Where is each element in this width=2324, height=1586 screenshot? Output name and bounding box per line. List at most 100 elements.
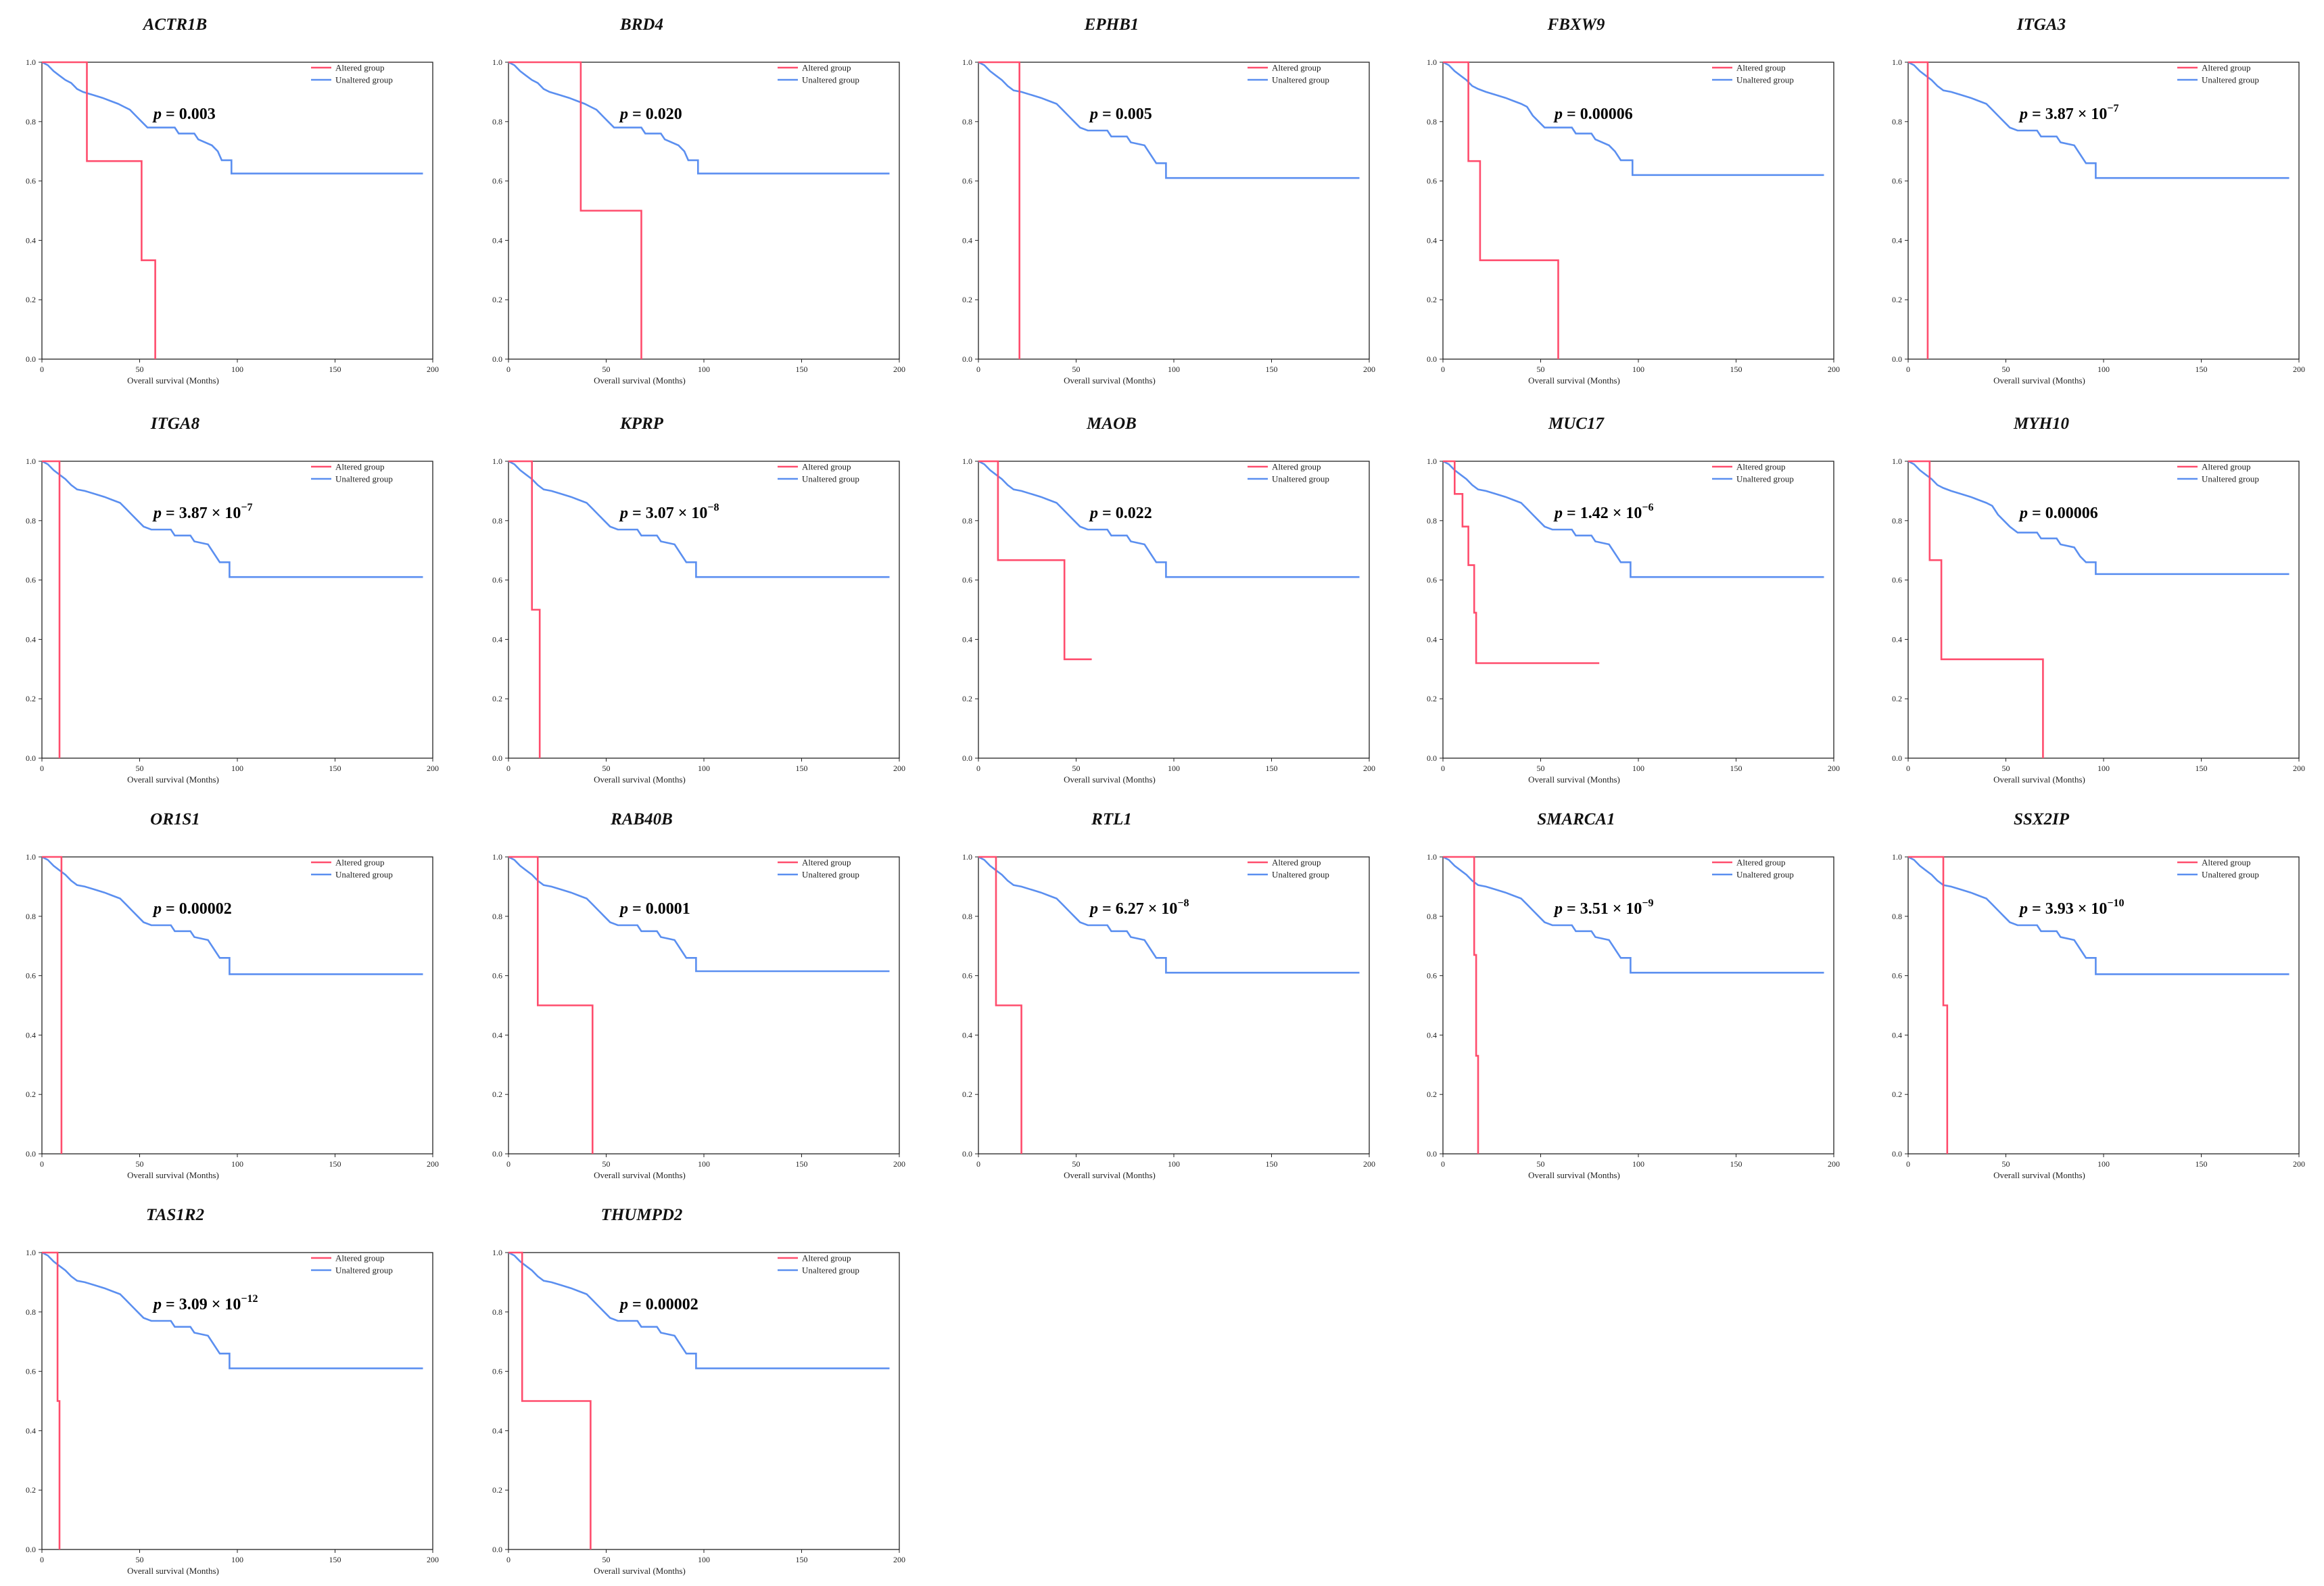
y-tick-label: 0.8 [1427,912,1437,921]
x-tick-label: 0 [1906,764,1910,773]
legend-unaltered-label: Unaltered group [802,75,859,85]
chart-title: OR1S1 [150,810,200,829]
p-value-annotation: p = 0.003 [152,106,216,123]
unaltered-group-curve [1907,460,2290,576]
x-tick-label: 50 [136,1159,144,1169]
altered-group-curve [1908,460,2044,758]
y-tick-label: 1.0 [962,457,972,466]
x-tick-label: 200 [427,365,439,374]
x-tick-label: 100 [1168,365,1180,374]
y-tick-label: 0.6 [26,177,36,186]
y-tick-label: 0.8 [26,1307,36,1317]
p-value: 3.09 × 10 [179,1296,241,1313]
p-value: 3.87 × 10 [179,505,241,522]
x-tick-label: 0 [506,1159,511,1169]
p-symbol: p [1089,900,1098,918]
x-tick-label: 150 [1730,365,1742,374]
p-value: 0.020 [646,106,682,123]
x-tick-label: 150 [329,1159,341,1169]
x-tick-label: 100 [231,1159,243,1169]
km-panel-itga8: ITGA8 0.0 0.2 0.4 0.6 0.8 1.0 0 50 100 150 200 Overa… [0,399,460,791]
unaltered-group-curve [508,460,890,578]
x-tick-label: 200 [2293,365,2305,374]
x-tick-label: 100 [1632,764,1644,773]
legend-altered-label: Altered group [335,858,385,868]
p-symbol: p [2018,505,2028,522]
p-symbol: p [152,1296,162,1313]
unaltered-group-curve [1442,61,1824,177]
y-tick-label: 0.2 [26,1090,36,1099]
p-value-annotation: p = 0.005 [1089,106,1152,123]
y-tick-label: 0.0 [1892,753,1902,763]
y-tick-label: 0.4 [962,235,972,245]
altered-group-curve [1443,61,1559,359]
km-panel-ssx2ip: SSX2IP 0.0 0.2 0.4 0.6 0.8 1.0 0 50 100 150 200 Over… [1866,795,2324,1187]
altered-group-curve [978,61,1020,359]
x-tick-label: 200 [427,1159,439,1169]
x-tick-label: 200 [2293,764,2305,773]
p-value-annotation: p = 6.27 × 10−8 [1089,897,1189,918]
p-symbol: p [1089,505,1098,522]
x-tick-label: 150 [1266,1159,1278,1169]
y-tick-label: 0.4 [26,1426,36,1435]
x-tick-label: 100 [231,764,243,773]
p-value-annotation: p = 1.42 × 10−6 [1553,502,1654,522]
chart-title: SMARCA1 [1537,810,1615,829]
km-chart-svg: MUC17 0.0 0.2 0.4 0.6 0.8 1.0 0 50 100 150 200 Overa… [1427,415,1840,785]
legend-unaltered-label: Unaltered group [1272,75,1329,85]
p-value-annotation: p = 3.93 × 10−10 [2018,897,2125,918]
x-tick-label: 50 [136,764,144,773]
x-tick-label: 50 [136,1555,144,1564]
y-tick-label: 0.8 [1892,516,1902,526]
p-symbol: p [619,900,628,918]
km-chart-svg: FBXW9 0.0 0.2 0.4 0.6 0.8 1.0 0 50 100 150 200 Overa… [1427,16,1840,386]
km-panel-or1s1: OR1S1 0.0 0.2 0.4 0.6 0.8 1.0 0 50 100 150 200 Overa… [0,795,460,1187]
plot-frame [978,62,1370,360]
p-value: 0.003 [179,106,216,123]
x-tick-label: 150 [329,764,341,773]
x-tick-label: 150 [1730,764,1742,773]
y-tick-label: 0.8 [1427,516,1437,526]
legend-unaltered-label: Unaltered group [1736,474,1794,484]
y-tick-label: 1.0 [492,457,502,466]
p-value-annotation: p = 3.09 × 10−12 [152,1293,258,1313]
y-tick-label: 0.0 [1892,1149,1902,1159]
x-tick-label: 100 [2097,365,2110,374]
legend-altered-label: Altered group [802,63,851,73]
legend-altered-label: Altered group [1736,858,1786,868]
p-value-annotation: p = 0.00002 [152,900,232,918]
y-tick-label: 0.0 [492,753,502,763]
chart-title: BRD4 [619,16,663,34]
legend-unaltered-label: Unaltered group [1272,474,1329,484]
x-tick-label: 150 [796,1159,808,1169]
x-tick-label: 50 [1537,1159,1545,1169]
x-tick-label: 100 [1168,1159,1180,1169]
legend-altered-label: Altered group [1272,63,1321,73]
legend-unaltered-label: Unaltered group [1736,75,1794,85]
legend-unaltered-label: Unaltered group [335,870,393,880]
legend-altered-label: Altered group [2202,858,2251,868]
unaltered-group-curve [41,856,423,975]
chart-title: ACTR1B [142,16,207,34]
y-tick-label: 0.2 [1427,1090,1437,1099]
altered-group-curve [1443,460,1600,664]
chart-title: ITGA3 [2016,16,2066,34]
y-tick-label: 0.2 [492,1485,502,1495]
y-tick-label: 1.0 [492,852,502,862]
x-tick-label: 100 [698,1159,710,1169]
x-tick-label: 0 [40,1555,44,1564]
y-tick-label: 0.4 [492,1030,502,1040]
unaltered-group-curve [1907,856,2290,975]
x-tick-label: 0 [1906,1159,1910,1169]
y-tick-label: 0.2 [1427,694,1437,703]
y-tick-label: 0.8 [962,516,972,526]
p-value-annotation: p = 0.020 [619,106,682,123]
legend-altered-label: Altered group [1736,462,1786,472]
p-equals: = [162,900,179,918]
legend-altered-label: Altered group [2202,462,2251,472]
x-axis-label: Overall survival (Months) [594,1566,686,1576]
y-tick-label: 0.4 [26,235,36,245]
legend-unaltered-label: Unaltered group [2202,474,2259,484]
legend-unaltered-label: Unaltered group [2202,870,2259,880]
legend-unaltered-label: Unaltered group [1736,870,1794,880]
